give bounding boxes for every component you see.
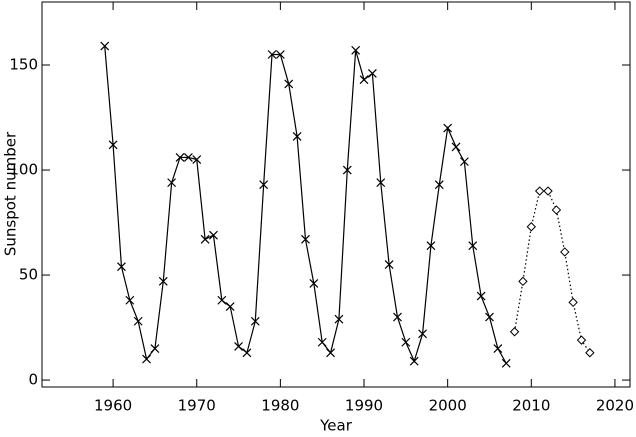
marker xyxy=(317,337,327,347)
y-tick-label: 0 xyxy=(28,371,38,389)
series-line xyxy=(104,46,507,364)
marker xyxy=(117,262,126,272)
x-tick-label: 1990 xyxy=(345,397,383,415)
x-tick-label: 1980 xyxy=(261,397,299,415)
marker xyxy=(393,312,402,322)
marker xyxy=(468,241,478,251)
marker xyxy=(167,178,177,188)
marker xyxy=(150,344,160,353)
x-tick-label: 2010 xyxy=(512,397,550,415)
marker xyxy=(501,358,511,368)
marker xyxy=(493,344,503,353)
marker xyxy=(560,247,570,257)
marker xyxy=(526,222,537,232)
marker xyxy=(301,234,310,244)
marker xyxy=(401,337,411,347)
marker xyxy=(443,123,453,133)
y-tick-label: 100 xyxy=(9,161,38,179)
marker xyxy=(342,165,352,175)
x-tick-label: 1970 xyxy=(178,397,216,415)
marker xyxy=(485,312,494,322)
y-tick-label: 150 xyxy=(9,56,38,74)
marker xyxy=(459,157,469,167)
marker xyxy=(476,291,486,301)
marker xyxy=(334,314,344,324)
marker xyxy=(125,295,135,305)
marker xyxy=(267,50,277,59)
marker xyxy=(158,276,168,286)
marker xyxy=(292,131,302,141)
marker xyxy=(367,68,377,78)
marker xyxy=(183,153,193,162)
marker xyxy=(225,302,235,311)
y-axis-label: Sunspot number xyxy=(2,131,20,256)
marker xyxy=(426,241,436,251)
marker xyxy=(509,327,520,337)
marker xyxy=(551,205,562,215)
marker xyxy=(284,79,294,89)
marker xyxy=(250,316,260,326)
marker xyxy=(585,348,595,358)
marker xyxy=(142,354,151,364)
marker xyxy=(359,75,369,85)
marker xyxy=(175,153,185,162)
plot-frame xyxy=(41,1,631,388)
marker xyxy=(217,295,227,305)
marker xyxy=(576,335,587,345)
x-tick-label: 2020 xyxy=(596,397,634,415)
marker xyxy=(518,276,528,287)
marker xyxy=(275,50,285,59)
marker xyxy=(409,356,419,366)
marker xyxy=(108,140,118,150)
marker xyxy=(418,329,427,339)
series-line xyxy=(513,190,591,354)
marker xyxy=(100,41,110,51)
marker xyxy=(451,142,461,152)
marker xyxy=(259,180,269,190)
x-axis-label: Year xyxy=(319,417,353,435)
marker xyxy=(534,186,545,196)
marker xyxy=(326,348,335,358)
marker xyxy=(384,260,394,269)
marker xyxy=(192,155,202,164)
marker xyxy=(242,348,252,358)
marker xyxy=(351,45,361,55)
x-tick-label: 1960 xyxy=(94,397,132,415)
marker xyxy=(309,279,319,288)
marker xyxy=(209,230,218,240)
marker xyxy=(200,234,210,244)
marker xyxy=(234,342,243,351)
marker xyxy=(434,180,444,190)
x-tick-label: 2000 xyxy=(429,397,467,415)
marker xyxy=(133,316,143,326)
y-tick-label: 50 xyxy=(19,266,38,284)
marker xyxy=(376,178,386,188)
marker xyxy=(543,186,553,196)
marker xyxy=(568,297,578,308)
